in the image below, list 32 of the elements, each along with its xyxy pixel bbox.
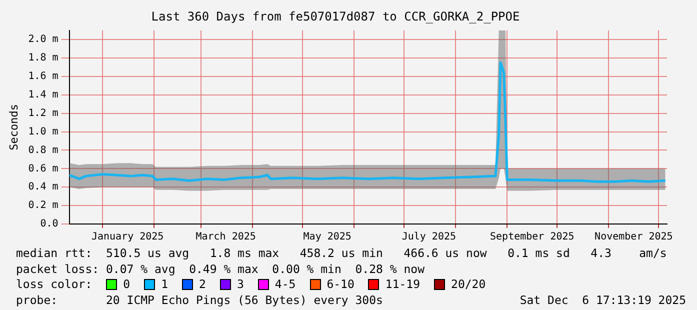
y-tick-label: 1.8 m	[28, 52, 58, 64]
text: packet loss: 0.07 % avg 0.49 % max 0.00 % min 0.28 % now	[16, 262, 424, 276]
text: probe: 20 ICMP Echo Pings (56 Bytes) every 300s	[16, 292, 383, 306]
text: 4-5	[274, 277, 296, 292]
y-tick-label: 1.0 m	[28, 126, 58, 138]
text: 11-19	[385, 277, 420, 292]
y-tick-label: 0.0	[40, 218, 58, 230]
text: loss color:	[16, 277, 92, 292]
text: median rtt: 510.5 us avg 1.8 ms max 458.2 us min 466.6 us now 0.1 ms sd 4.3 am/s	[16, 246, 667, 260]
y-axis-title: Seconds	[7, 104, 20, 150]
y-tick-label: 0.6 m	[28, 163, 58, 174]
y-tick-label: 1.6 m	[28, 71, 58, 82]
x-tick-label: May 2025	[303, 232, 352, 243]
y-tick-label: 1.2 m	[28, 108, 58, 119]
text: Sat Dec 6 17:13:19 2025	[520, 292, 686, 308]
x-tick-label: July 2025	[402, 232, 456, 243]
text: 3	[236, 277, 244, 292]
x-tick-label: September 2025	[490, 232, 574, 243]
x-tick-label: January 2025	[91, 232, 164, 243]
text: 6-10	[326, 277, 354, 292]
text: 1	[161, 277, 168, 292]
x-tick-label: March 2025	[196, 232, 256, 243]
text: 20/20	[451, 277, 486, 292]
text: 2	[199, 277, 206, 292]
x-tick-label: November 2025	[594, 232, 673, 243]
text: 0	[123, 277, 130, 292]
y-tick-label: 1.4 m	[28, 90, 58, 101]
y-tick-label: 0.8 m	[28, 144, 58, 156]
y-tick-label: 2.0 m	[28, 34, 58, 46]
y-tick-label: 0.2 m	[28, 200, 58, 212]
chart-title: Last 360 Days from fe507017d087 to CCR_GORKA_2_PPOE	[151, 9, 520, 24]
y-tick-label: 0.4 m	[28, 182, 58, 193]
